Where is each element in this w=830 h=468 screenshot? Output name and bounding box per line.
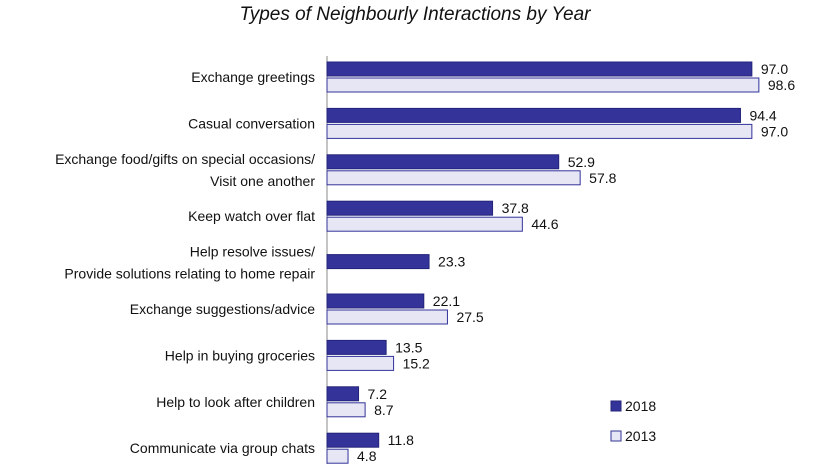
value-label: 37.8 [502,200,529,216]
category-label: Exchange greetings [191,69,315,85]
legend-swatch-2013 [610,430,622,442]
value-label: 8.7 [374,402,394,418]
category-label: Help resolve issues/Provide solutions re… [64,244,315,282]
value-label: 15.2 [403,355,430,371]
bar-2013 [326,170,581,186]
value-label: 44.6 [531,216,558,232]
legend-swatch-2018 [610,400,622,412]
category-label: Exchange food/gifts on special occasions… [55,151,315,189]
bar-2018 [326,293,425,309]
value-label: 98.6 [768,77,795,93]
category-label: Help in buying groceries [165,347,315,363]
bar-2018 [326,154,560,170]
bar-2013 [326,402,366,418]
value-label: 23.3 [438,254,465,270]
category-label-line: Provide solutions relating to home repai… [64,266,315,282]
bar-2013 [326,216,523,232]
bar-2013 [326,448,349,464]
bar-2018 [326,254,430,270]
category-label: Keep watch over flat [188,208,315,224]
chart-title: Types of Neighbourly Interactions by Yea… [239,4,591,25]
category-label: Casual conversation [188,115,315,131]
value-label: 13.5 [395,339,422,355]
value-label: 94.4 [749,107,776,123]
category-label-line: Exchange food/gifts on special occasions… [55,151,315,167]
bar-2013 [326,309,448,325]
value-label: 52.9 [568,154,595,170]
legend-label-2013: 2013 [625,428,656,444]
legend-label-2018: 2018 [625,398,656,414]
value-label: 27.5 [456,309,483,325]
category-label: Help to look after children [156,394,315,410]
bar-2018 [326,107,741,123]
category-label-line: Help resolve issues/ [190,244,315,260]
bar-2013 [326,77,760,93]
value-label: 7.2 [368,386,388,402]
value-label: 97.0 [761,61,788,77]
bar-2018 [326,432,380,448]
value-label: 22.1 [433,293,460,309]
value-label: 97.0 [761,123,788,139]
bar-2013 [326,355,395,371]
category-label-line: Visit one another [210,173,315,189]
value-label: 11.8 [388,432,414,448]
bar-2013 [326,123,753,139]
category-label: Exchange suggestions/advice [130,301,315,317]
category-label: Communicate via group chats [130,440,315,456]
value-label: 57.8 [589,170,616,186]
bar-2018 [326,200,494,216]
bar-2018 [326,386,360,402]
value-label: 4.8 [357,448,377,464]
bar-2018 [326,61,753,77]
bar-2018 [326,339,387,355]
